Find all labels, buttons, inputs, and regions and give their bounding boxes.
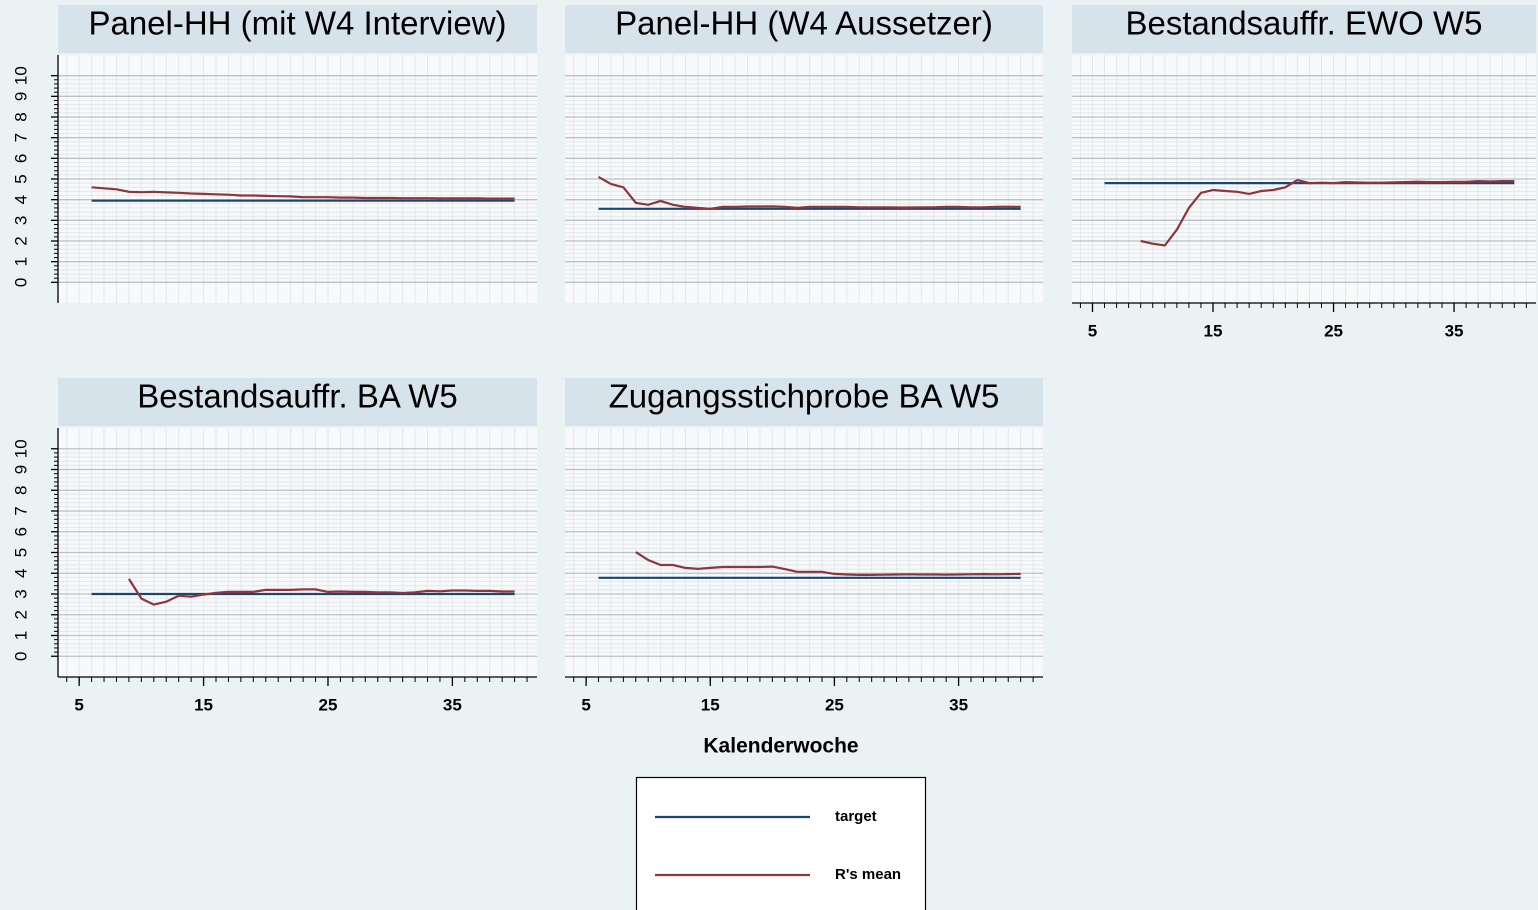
x-tick-label: 15 <box>1204 321 1223 340</box>
y-tick-label: 1 <box>11 257 30 266</box>
x-tick-label: 35 <box>949 695 968 714</box>
y-tick-label: 3 <box>11 589 30 598</box>
y-tick-label: 8 <box>11 486 30 495</box>
y-tick-label: 6 <box>11 154 30 163</box>
series-line <box>1140 178 1515 247</box>
x-tick-label: 15 <box>194 695 213 714</box>
series-line <box>91 186 515 200</box>
series-line <box>597 175 1021 210</box>
y-tick-label: 6 <box>11 527 30 536</box>
panel-title: Zugangsstichprobe BA W5 <box>609 378 1000 415</box>
title-strip <box>58 5 537 53</box>
x-tick-label: 25 <box>1324 321 1343 340</box>
y-tick-label: 9 <box>11 465 30 474</box>
x-tick-label: 15 <box>701 695 720 714</box>
y-tick-label: 2 <box>11 610 30 619</box>
panel-title: Bestandsauffr. BA W5 <box>137 378 457 415</box>
y-tick-label: 9 <box>11 92 30 101</box>
y-tick-label: 0 <box>11 278 30 287</box>
y-tick-label: 3 <box>11 216 30 225</box>
x-tick-label: 5 <box>581 695 590 714</box>
y-tick-label: 5 <box>11 548 30 557</box>
x-tick-label: 5 <box>1088 321 1097 340</box>
legend-label: R's mean <box>835 866 901 883</box>
x-tick-label: 25 <box>825 695 844 714</box>
x-axis-title: Kalenderwoche <box>703 735 858 758</box>
legend-label: target <box>835 808 877 825</box>
x-tick-label: 5 <box>74 695 83 714</box>
legend-box <box>635 776 927 910</box>
panel-title: Bestandsauffr. EWO W5 <box>1125 5 1482 42</box>
y-tick-label: 7 <box>11 506 30 515</box>
y-tick-label: 7 <box>11 133 30 142</box>
series-line <box>127 578 515 606</box>
y-tick-label: 10 <box>11 66 30 85</box>
title-strip <box>565 5 1043 53</box>
y-tick-label: 1 <box>11 631 30 640</box>
x-tick-label: 25 <box>319 695 338 714</box>
y-tick-label: 0 <box>11 652 30 661</box>
panel-title: Panel-HH (W4 Aussetzer) <box>615 5 993 42</box>
x-tick-label: 35 <box>443 695 462 714</box>
y-tick-label: 10 <box>11 439 30 458</box>
y-tick-label: 2 <box>11 236 30 245</box>
y-tick-label: 4 <box>11 569 30 578</box>
panel-title: Panel-HH (mit W4 Interview) <box>88 5 506 42</box>
title-strip <box>58 378 537 426</box>
title-strip <box>1072 5 1536 53</box>
y-tick-label: 8 <box>11 112 30 121</box>
title-strip <box>565 378 1043 426</box>
y-tick-label: 5 <box>11 174 30 183</box>
series-line <box>635 551 1021 576</box>
y-tick-label: 4 <box>11 195 30 204</box>
x-tick-label: 35 <box>1445 321 1464 340</box>
